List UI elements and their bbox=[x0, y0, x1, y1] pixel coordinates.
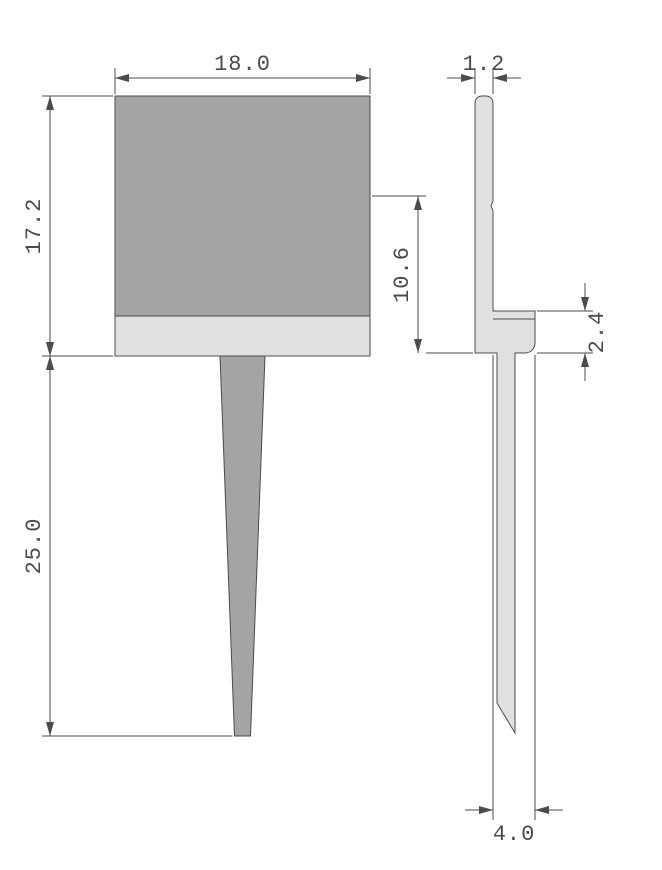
technical-drawing: 18.0 1.2 17.2 25.0 10.6 2.4 4.0 bbox=[0, 0, 662, 870]
svg-text:18.0: 18.0 bbox=[214, 52, 271, 77]
svg-text:1.2: 1.2 bbox=[463, 52, 506, 77]
drawing-svg: 18.0 1.2 17.2 25.0 10.6 2.4 4.0 bbox=[0, 0, 662, 870]
svg-text:10.6: 10.6 bbox=[390, 246, 415, 303]
svg-text:4.0: 4.0 bbox=[493, 822, 536, 847]
svg-text:25.0: 25.0 bbox=[22, 518, 47, 575]
svg-text:2.4: 2.4 bbox=[585, 311, 610, 354]
svg-text:17.2: 17.2 bbox=[22, 198, 47, 255]
